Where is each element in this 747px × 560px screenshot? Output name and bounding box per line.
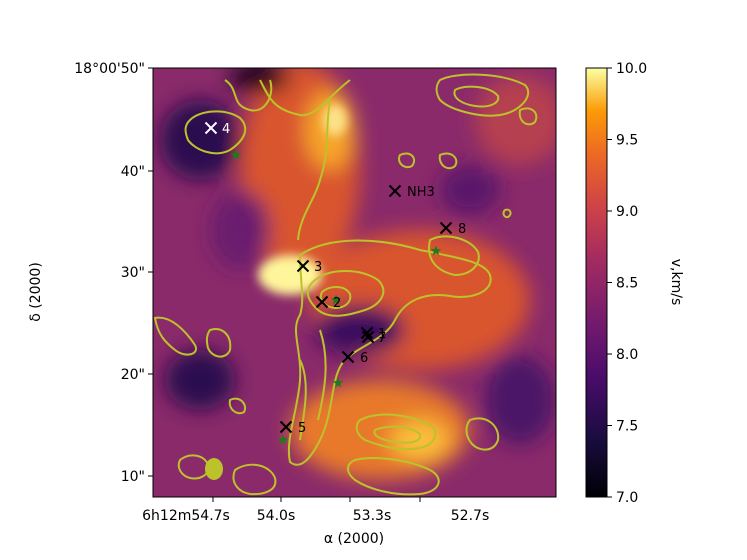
marker-8: 5: [279, 420, 306, 436]
marker-7: 6: [341, 350, 368, 366]
marker-label-4: 2: [333, 296, 341, 311]
colorbar-label: v,km/s: [668, 259, 684, 306]
star-marker-4: [277, 434, 289, 445]
x-tick-label-2: 53.3s: [353, 508, 391, 524]
marker-label-8: 5: [298, 421, 306, 436]
x-tick-label-0: 6h12m54.7s: [142, 508, 230, 524]
marker-label-2: 8: [458, 222, 466, 237]
marker-label-6: 7: [378, 331, 386, 346]
colorbar-tick-label-4: 9.0: [616, 204, 638, 220]
marker-label-7: 6: [360, 351, 368, 366]
y-axis-label: δ (2000): [28, 262, 44, 322]
colorbar-tick-label-5: 9.5: [616, 133, 638, 149]
x-axis: [212, 497, 421, 502]
marker-0: 4: [204, 121, 230, 137]
x-tick-label-1: 54.0s: [257, 508, 295, 524]
star-marker-3: [332, 377, 344, 388]
colorbar-tick-label-6: 10.0: [616, 61, 647, 77]
colorbar-tick-label-1: 7.5: [616, 419, 638, 435]
marker-label-1: NH3: [407, 185, 435, 200]
y-tick-label-0: 18°00'50": [74, 61, 145, 77]
marker-2: 8: [439, 221, 466, 237]
marker-6: 7: [361, 330, 386, 346]
colorbar-tick-label-2: 8.0: [616, 347, 638, 363]
marker-1: NH3: [388, 184, 435, 200]
star-marker-0: [230, 149, 242, 160]
colorbar-tick-label-0: 7.0: [616, 490, 638, 506]
y-tick-label-3: 20": [121, 367, 145, 383]
x-axis-label: α (2000): [324, 531, 384, 547]
beam-ellipse: [205, 458, 223, 480]
marker-label-3: 3: [314, 260, 322, 275]
marker-label-0: 4: [222, 122, 230, 137]
y-tick-label-2: 30": [121, 265, 145, 281]
marker-5: 1: [360, 326, 386, 342]
colorbar-ticks: 7.0 7.5 8.0 8.5 9.0 9.5 10.0: [607, 61, 647, 506]
marker-3: 3: [296, 259, 322, 275]
marker-label-5: 1: [378, 327, 386, 342]
colorbar: [585, 67, 608, 498]
x-tick-label-3: 52.7s: [451, 508, 489, 524]
marker-4: 2: [315, 295, 341, 311]
y-axis: [148, 67, 153, 477]
y-tick-label-4: 10": [121, 469, 145, 485]
y-tick-label-1: 40": [121, 164, 145, 180]
colorbar-tick-label-3: 8.5: [616, 276, 638, 292]
source-markers: 4 NH3 8 3 2 176 5: [204, 121, 466, 436]
star-marker-2: [430, 245, 442, 256]
star-marker-1: [330, 294, 342, 305]
plot-frame: [152, 67, 557, 498]
star-markers: [230, 149, 442, 445]
